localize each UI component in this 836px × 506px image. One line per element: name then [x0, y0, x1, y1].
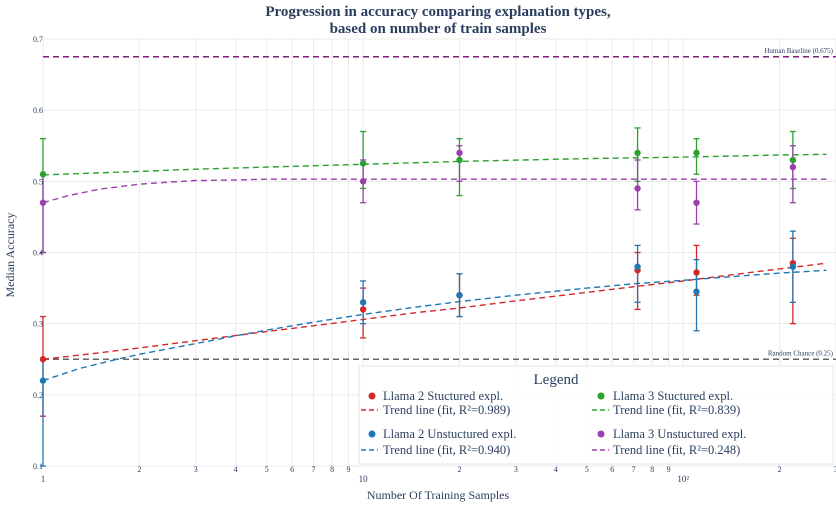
- data-point: [634, 185, 641, 192]
- reference-lines: Human Baseline (0.675) Random Chance (0.2…: [43, 47, 836, 360]
- x-axis-title: Number Of Training Samples: [367, 488, 510, 502]
- x-minor-tick-label: 5: [265, 465, 269, 474]
- legend-label-llama3-unstructured: Llama 3 Unstuctured expl.: [613, 427, 746, 441]
- chart-subtitle: based on number of train samples: [330, 21, 547, 37]
- y-tick-label: 0.2: [33, 391, 43, 400]
- x-tick-label: 10²: [677, 474, 689, 484]
- x-minor-tick-label: 3: [514, 465, 518, 474]
- x-minor-tick-label: 9: [667, 465, 671, 474]
- legend-marker-llama2-structured: [368, 392, 376, 400]
- data-point: [634, 149, 641, 157]
- legend-trend-label-llama2-structured: Trend line (fit, R²=0.989): [383, 403, 510, 417]
- data-point: [39, 199, 47, 206]
- data-point: [789, 263, 797, 270]
- x-minor-tick-label: 3: [834, 465, 836, 474]
- data-point: [789, 163, 797, 171]
- legend-trend-label-llama2-unstructured: Trend line (fit, R²=0.940): [383, 443, 510, 457]
- x-minor-tick-label: 2: [778, 465, 782, 474]
- y-tick-label: 0.1: [33, 462, 43, 471]
- y-tick-label: 0.6: [33, 106, 43, 115]
- x-minor-tick-label: 3: [194, 465, 198, 474]
- trend-lines: [42, 153, 827, 382]
- data-point: [39, 171, 47, 178]
- legend-label-llama3-structured: Llama 3 Stuctured expl.: [613, 389, 733, 403]
- y-tick-label: 0.3: [33, 320, 43, 329]
- data-point: [693, 149, 700, 157]
- data-point: [39, 356, 47, 363]
- x-minor-tick-label: 2: [457, 465, 461, 474]
- legend-trend-label-llama3-unstructured: Trend line (fit, R²=0.248): [613, 443, 740, 457]
- legend-marker-llama2-unstructured: [368, 430, 376, 438]
- x-minor-tick-label: 7: [312, 465, 316, 474]
- chart-title: Progression in accuracy comparing explan…: [265, 4, 611, 20]
- data-point: [359, 178, 367, 185]
- trend-line-3: [42, 178, 827, 204]
- data-point: [456, 292, 463, 299]
- trend-line-0: [42, 262, 827, 360]
- y-axis-title: Median Accuracy: [3, 213, 17, 298]
- data-point: [789, 156, 797, 164]
- data-point: [359, 306, 367, 313]
- x-minor-tick-label: 5: [585, 465, 589, 474]
- legend-label-llama2-unstructured: Llama 2 Unstuctured expl.: [383, 427, 516, 441]
- data-point: [634, 263, 641, 270]
- data-point: [456, 156, 463, 164]
- trend-line-2: [42, 153, 827, 176]
- legend-box: [358, 365, 834, 465]
- data-point: [359, 299, 367, 306]
- data-point: [693, 288, 700, 295]
- y-axis-ticks: 0.1 0.2 0.3 0.4 0.5 0.6 0.7: [33, 35, 43, 471]
- x-minor-tick-label: 6: [290, 465, 294, 474]
- x-minor-tick-label: 9: [346, 465, 350, 474]
- data-points: [39, 149, 797, 384]
- human-baseline-label: Human Baseline (0.675): [764, 47, 833, 55]
- data-point: [456, 149, 463, 157]
- legend-label-llama2-structured: Llama 2 Stuctured expl.: [383, 389, 503, 403]
- legend-title: Legend: [534, 372, 579, 388]
- x-axis-ticks: 1 10 10² 2 3 4 5 6 7 8 9 2 3 4 5 6 7 8 9 2 3: [41, 465, 836, 484]
- x-minor-tick-label: 6: [610, 465, 614, 474]
- legend-marker-llama3-structured: [597, 392, 605, 400]
- x-minor-tick-label: 4: [554, 465, 558, 474]
- legend: Legend Llama 2 Stuctured expl. Trend lin…: [358, 365, 834, 465]
- y-tick-label: 0.5: [33, 177, 43, 186]
- trend-line-1: [42, 269, 827, 382]
- y-tick-label: 0.7: [33, 35, 43, 44]
- data-point: [39, 377, 47, 384]
- x-tick-label: 10: [359, 474, 369, 484]
- x-minor-tick-label: 4: [234, 465, 238, 474]
- legend-trend-label-llama3-structured: Trend line (fit, R²=0.839): [613, 403, 740, 417]
- x-minor-tick-label: 2: [137, 465, 141, 474]
- y-tick-label: 0.4: [33, 249, 43, 258]
- random-chance-label: Random Chance (0.25): [768, 349, 834, 357]
- x-minor-tick-label: 8: [330, 465, 334, 474]
- data-point: [693, 269, 700, 276]
- x-tick-label: 1: [41, 474, 46, 484]
- data-point: [359, 160, 367, 167]
- legend-marker-llama3-unstructured: [597, 430, 605, 438]
- data-point: [693, 199, 700, 206]
- x-minor-tick-label: 7: [632, 465, 636, 474]
- x-minor-tick-label: 8: [650, 465, 654, 474]
